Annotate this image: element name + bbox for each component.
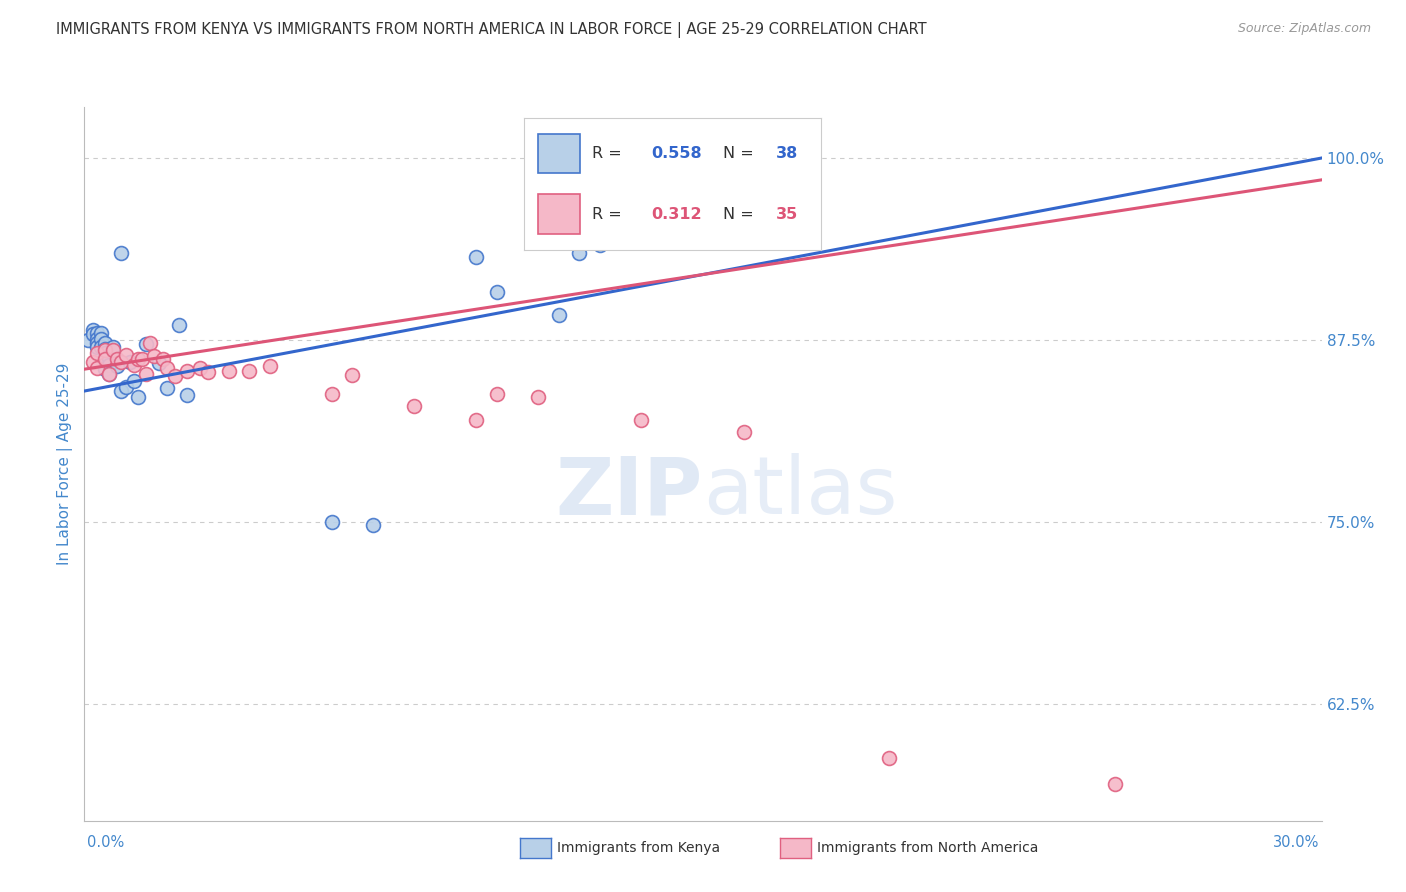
Point [94,342,117,356]
Point [156,381,179,395]
Text: atlas: atlas [703,453,897,532]
Point [321,387,343,401]
Text: 30.0%: 30.0% [1272,836,1319,850]
Point [127,390,149,404]
Point [485,387,508,401]
Point [131,351,153,366]
Point [122,358,145,372]
Point [156,360,179,375]
Point [114,379,136,393]
Point [148,356,170,370]
Point [98,351,121,365]
Point [86,360,108,375]
Point [127,351,149,366]
Point [98,367,121,381]
Point [110,384,132,398]
Point [94,355,117,369]
Point [568,245,591,260]
Point [733,425,755,439]
Point [98,367,121,381]
Point [361,518,384,533]
Point [465,413,488,427]
Point [86,340,108,354]
Point [465,250,488,264]
Point [485,285,508,299]
Point [143,349,166,363]
Point [94,346,117,360]
Point [547,308,569,322]
Point [110,245,132,260]
Point [1104,777,1126,791]
Point [105,351,128,366]
Point [877,751,900,765]
Point [90,332,112,346]
Point [98,358,121,372]
Point [94,351,117,366]
Text: IMMIGRANTS FROM KENYA VS IMMIGRANTS FROM NORTH AMERICA IN LABOR FORCE | AGE 25-2: IMMIGRANTS FROM KENYA VS IMMIGRANTS FROM… [56,22,927,38]
Point [135,367,157,381]
Point [321,515,343,529]
Text: 0.0%: 0.0% [87,836,124,850]
Point [118,355,141,369]
Point [188,360,211,375]
Point [110,355,132,369]
Text: ZIP: ZIP [555,453,703,532]
Text: Immigrants from North America: Immigrants from North America [817,841,1038,855]
Point [90,340,112,354]
Point [114,348,136,362]
Point [135,337,157,351]
Point [197,365,219,379]
Point [630,413,652,427]
Point [139,335,162,350]
Point [94,335,117,350]
Point [165,369,187,384]
Point [82,355,104,369]
Point [86,335,108,350]
Point [86,326,108,340]
Point [86,332,108,346]
Point [82,323,104,337]
Point [82,327,104,342]
Point [176,364,198,378]
Point [94,362,117,376]
Point [90,326,112,340]
Point [404,399,426,413]
Point [105,359,128,374]
Point [86,346,108,360]
Point [122,374,145,388]
Point [259,359,281,374]
Point [342,368,364,382]
Point [103,343,125,358]
Point [152,351,174,366]
Point [94,343,117,358]
Point [167,318,190,333]
Point [218,364,240,378]
Text: Immigrants from Kenya: Immigrants from Kenya [557,841,720,855]
Point [77,333,100,347]
Point [103,340,125,354]
Point [238,364,260,378]
Point [589,238,612,252]
Point [176,388,198,402]
Point [527,390,550,404]
Text: Source: ZipAtlas.com: Source: ZipAtlas.com [1237,22,1371,36]
Y-axis label: In Labor Force | Age 25-29: In Labor Force | Age 25-29 [58,363,73,565]
